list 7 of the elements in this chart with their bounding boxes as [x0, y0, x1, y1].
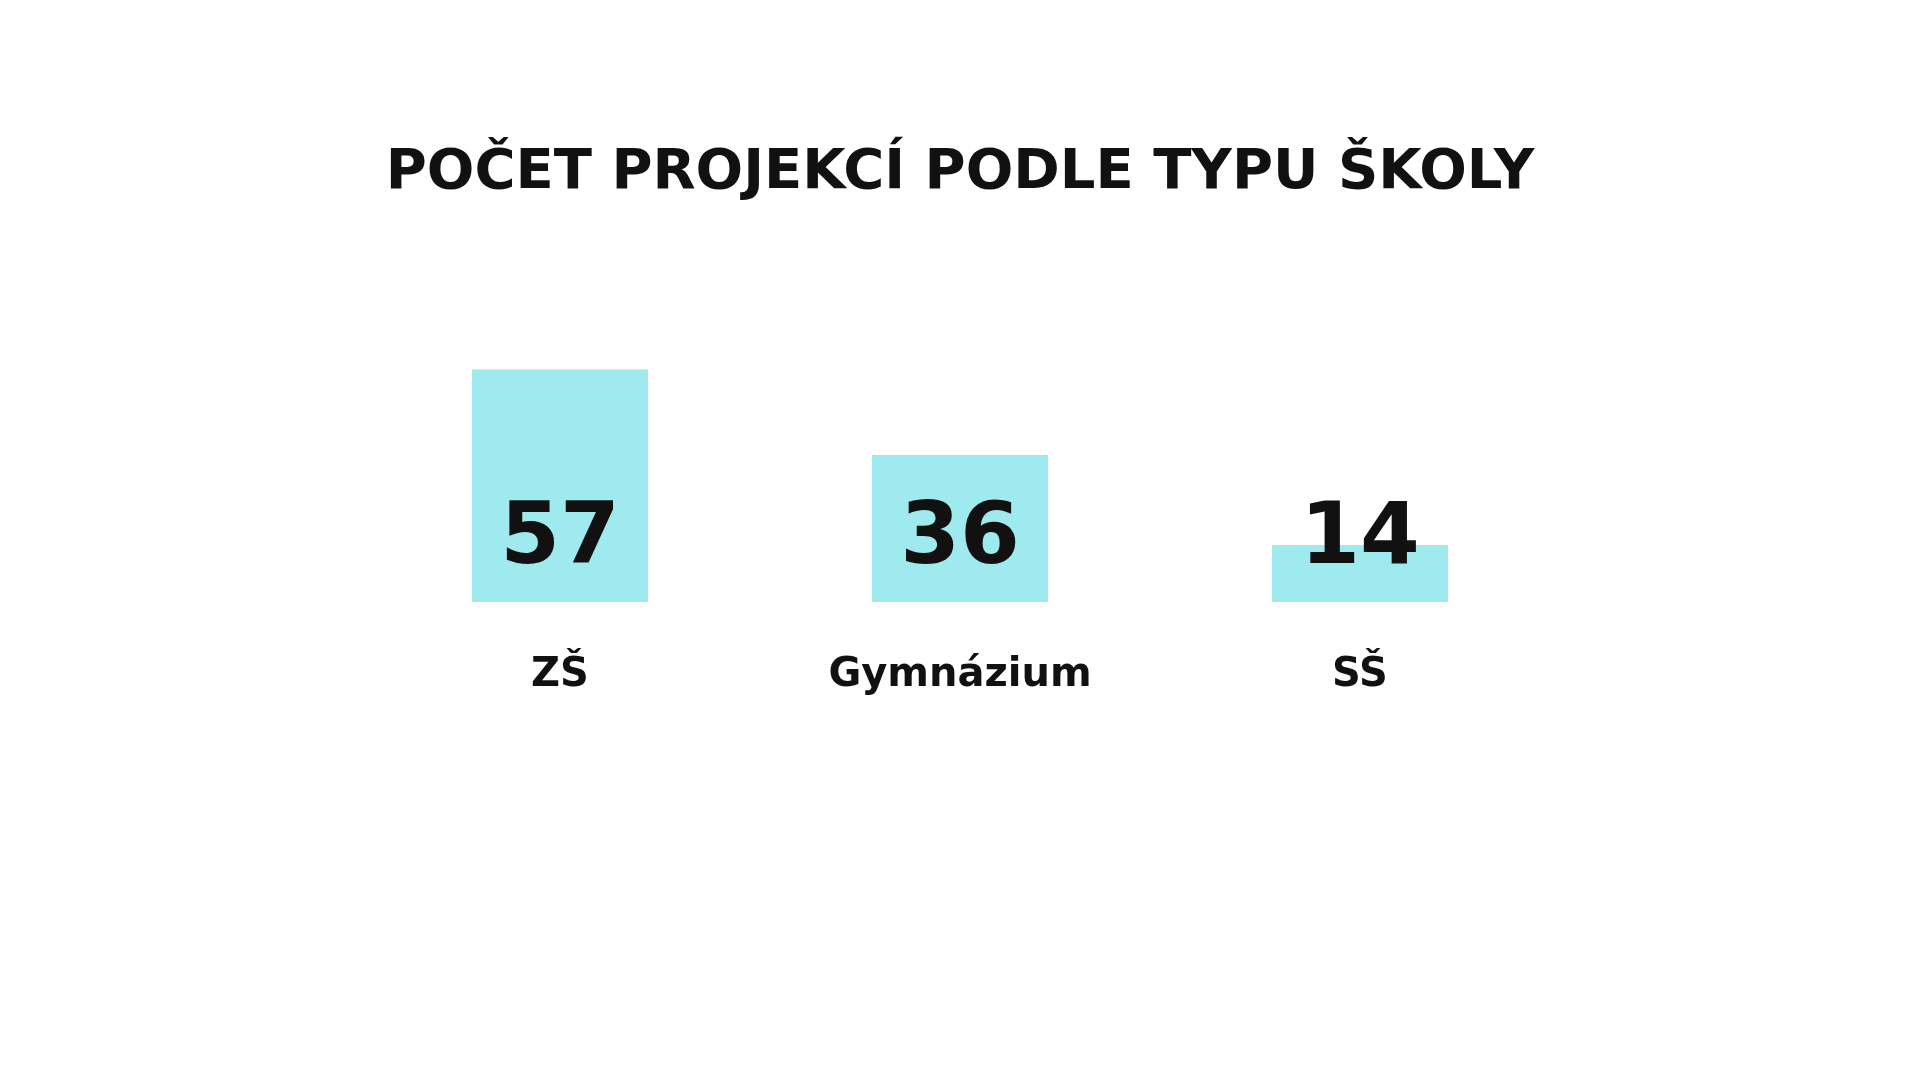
x-tick-label: SŠ — [1332, 648, 1388, 696]
data-label: 57 — [500, 483, 620, 584]
data-label: 36 — [900, 483, 1020, 584]
chart-title: POČET PROJEKCÍ PODLE TYPU ŠKOLY — [385, 136, 1536, 202]
data-label: 14 — [1300, 483, 1420, 584]
x-tick-label: ZŠ — [531, 648, 589, 696]
x-tick-label: Gymnázium — [828, 649, 1092, 696]
